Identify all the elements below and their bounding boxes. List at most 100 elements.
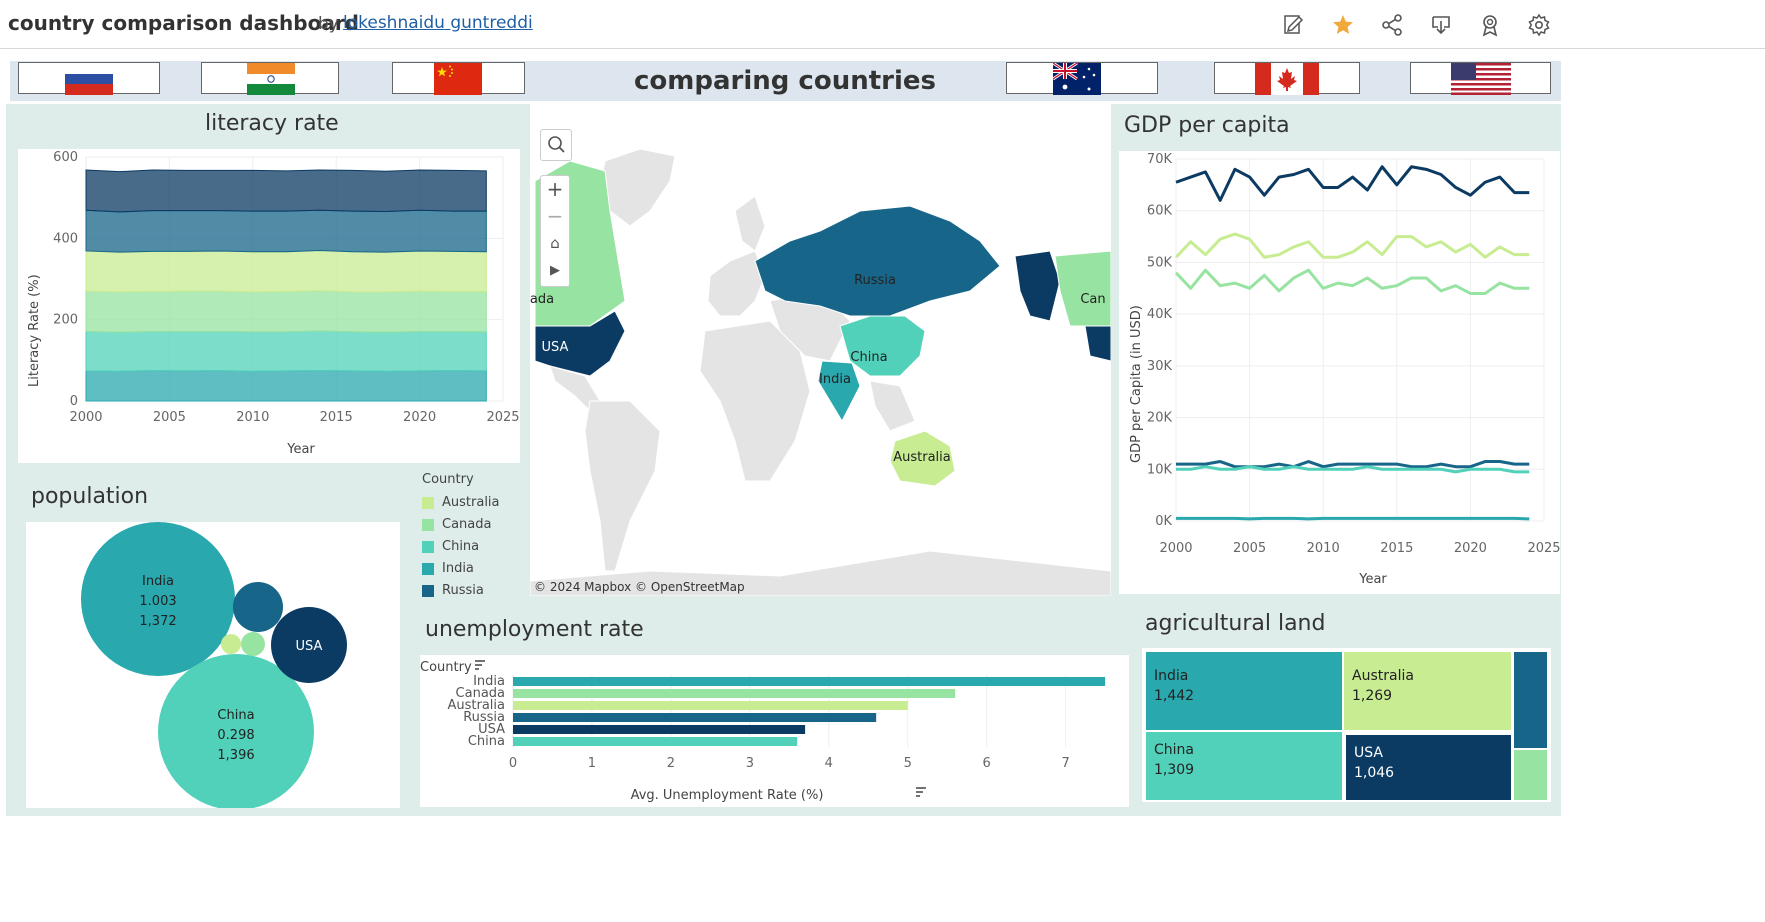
literacy-xtick: 2015 (320, 410, 353, 425)
china-flag-box[interactable] (392, 62, 525, 95)
gdp-line-canada[interactable] (1174, 268, 1530, 295)
population-bubble-chart[interactable]: India 1.003 1,372 China 0.298 1,396 USA (26, 522, 400, 810)
russia-flag-box[interactable] (18, 62, 160, 95)
map-card[interactable]: Russia China India Australia USA ada Can… (530, 101, 1111, 596)
literacy-ytick: 400 (53, 231, 78, 246)
unemployment-bar-china[interactable] (513, 737, 798, 746)
map-label-canada-east: Can (1080, 292, 1105, 307)
literacy-area-australia[interactable] (85, 250, 487, 293)
gdp-line-chart[interactable]: 0K 10K 20K 30K 40K 50K 60K 70K 2000 2005 2010 2015 2… (1119, 151, 1561, 594)
china-flag-icon (434, 63, 482, 95)
unemployment-bar-russia[interactable] (513, 713, 877, 722)
gdp-line-china[interactable] (1176, 465, 1530, 474)
gdp-line-australia[interactable] (1174, 232, 1530, 259)
legend-item-russia[interactable]: Russia (422, 583, 484, 603)
map-controls: + − ⌂ ▶ (540, 175, 570, 287)
map-label-china: China (850, 350, 887, 365)
home-icon[interactable]: ⌂ (550, 234, 560, 252)
gdp-ytick: 0K (1155, 514, 1172, 529)
gdp-xtick: 2005 (1233, 541, 1266, 556)
gdp-line-usa[interactable] (1175, 165, 1530, 202)
literacy-xtick: 2025 (486, 410, 519, 425)
play-icon[interactable]: ▶ (550, 263, 560, 278)
bubble-russia[interactable] (233, 582, 283, 632)
unemployment-xtick: 6 (983, 756, 991, 771)
unemployment-bar-chart[interactable]: Country 0 1 2 3 4 5 6 7 IndiaCanadaAustraliaRuss… (420, 655, 1129, 807)
sort-icon[interactable] (475, 660, 485, 670)
bubble-usa[interactable] (271, 607, 347, 683)
legend-item-australia[interactable]: Australia (422, 495, 500, 515)
legend-item-india[interactable]: India (422, 561, 474, 581)
favorite-star-icon[interactable] (1331, 13, 1355, 37)
zoom-out-icon[interactable]: − (546, 204, 564, 228)
treemap-tile-australia[interactable]: Australia 1,269 (1344, 652, 1511, 730)
legend-label: Australia (442, 495, 500, 510)
unemployment-category-label: Canada (456, 686, 505, 701)
usa-shape[interactable] (534, 310, 626, 377)
map-label-india: India (819, 372, 851, 387)
literacy-area-canada[interactable] (85, 290, 487, 333)
literacy-xtick: 2020 (403, 410, 436, 425)
australia-shape[interactable] (889, 430, 956, 487)
russia-flag-icon (65, 63, 113, 95)
unemployment-bar-usa[interactable] (513, 725, 806, 734)
gdp-card: 0K 10K 20K 30K 40K 50K 60K 70K 2000 2005 2010 2015 2… (1119, 151, 1561, 594)
unemployment-xtick: 1 (588, 756, 596, 771)
unemployment-bar-india[interactable] (513, 677, 1106, 686)
map-label-australia: Australia (893, 450, 951, 465)
antarctica-shape (530, 550, 1111, 596)
usa-east-shape[interactable] (1084, 325, 1111, 362)
literacy-area-india[interactable] (85, 369, 487, 402)
literacy-area-usa[interactable] (85, 169, 487, 213)
legend-item-canada[interactable]: Canada (422, 517, 491, 537)
gdp-line-russia[interactable] (1176, 460, 1530, 469)
gdp-line-india[interactable] (1176, 516, 1530, 521)
literacy-area-chart[interactable]: 0 200 400 600 2000 2005 2010 2015 2020 2025 Liter… (18, 149, 520, 463)
literacy-ytick: 0 (70, 394, 78, 409)
unemployment-xtick: 3 (746, 756, 754, 771)
author-link[interactable]: lokeshnaidu guntreddi (343, 13, 533, 33)
legend-label: Canada (442, 517, 492, 532)
bubble-china[interactable] (158, 654, 314, 810)
bubble-australia[interactable] (221, 634, 241, 654)
map-search-button[interactable] (540, 129, 572, 161)
unemployment-category-label: India (473, 674, 505, 689)
share-icon[interactable] (1380, 13, 1404, 37)
treemap-tile-india[interactable]: India 1,442 (1146, 652, 1342, 730)
legend-label: India (442, 561, 474, 576)
china-shape[interactable] (839, 315, 926, 377)
bubble-canada[interactable] (241, 632, 265, 656)
gdp-ytick: 40K (1147, 307, 1173, 322)
unemployment-bar-australia[interactable] (513, 701, 908, 710)
gdp-ytick: 50K (1147, 255, 1173, 270)
zoom-in-icon[interactable]: + (546, 177, 564, 201)
badge-icon[interactable] (1478, 13, 1502, 37)
australia-flag-box[interactable] (1006, 62, 1158, 95)
legend-item-china[interactable]: China (422, 539, 479, 559)
gdp-title: GDP per capita (1124, 113, 1290, 138)
canada-flag-box[interactable] (1214, 62, 1360, 95)
literacy-area-russia[interactable] (85, 209, 487, 253)
literacy-xtick: 2005 (153, 410, 186, 425)
settings-gear-icon[interactable] (1527, 13, 1551, 37)
treemap-tile-usa[interactable]: USA 1,046 (1346, 735, 1511, 800)
india-flag-box[interactable] (201, 62, 339, 95)
treemap-tile-china[interactable]: China 1,309 (1146, 732, 1342, 800)
india-shape[interactable] (817, 360, 861, 423)
unemployment-bar-canada[interactable] (513, 689, 956, 698)
bubble-india[interactable] (81, 522, 235, 676)
edit-icon[interactable] (1282, 13, 1306, 37)
russia-shape[interactable] (754, 205, 1001, 317)
download-icon[interactable] (1429, 13, 1453, 37)
treemap-tile-canada[interactable] (1514, 750, 1547, 800)
canada-flag-icon (1255, 63, 1319, 95)
world-map[interactable]: Russia China India Australia USA ada Can… (530, 101, 1111, 596)
treemap-tile-russia[interactable] (1514, 652, 1547, 748)
sort-axis-icon[interactable] (916, 787, 926, 797)
tile-value: 1,046 (1354, 765, 1395, 781)
country-legend: Country Australia Canada China India Rus… (422, 472, 522, 602)
usa-flag-box[interactable] (1410, 62, 1551, 95)
legend-swatch (422, 584, 434, 597)
literacy-area-china[interactable] (85, 330, 487, 372)
alaska-shape[interactable] (1014, 250, 1061, 322)
